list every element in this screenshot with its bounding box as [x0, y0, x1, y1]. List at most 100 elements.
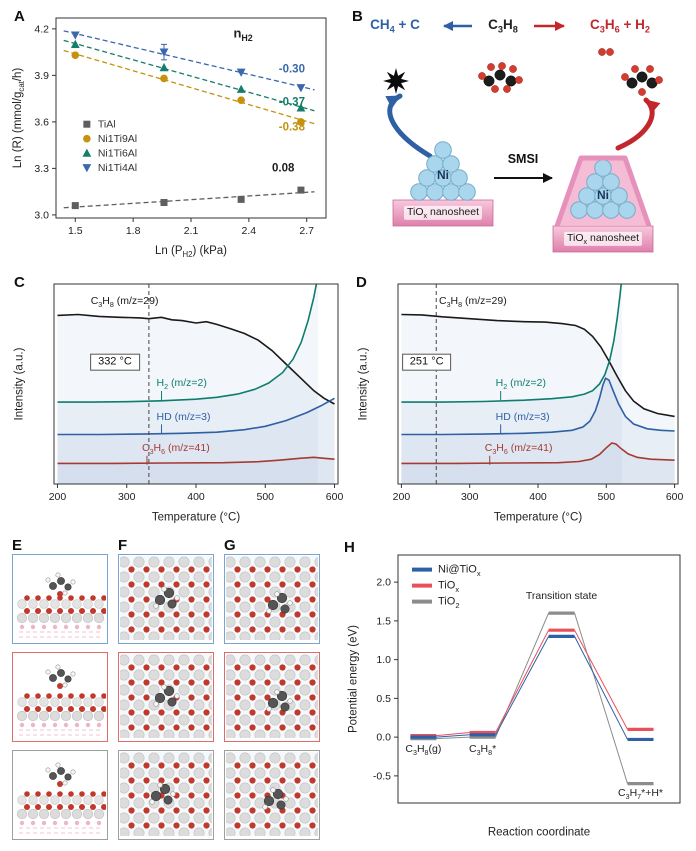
x-axis-title: Temperature (°C): [151, 511, 241, 524]
svg-text:500: 500: [598, 491, 616, 503]
panel-label-b: B: [352, 8, 363, 25]
svg-text:3.6: 3.6: [34, 116, 49, 128]
panel-h-energy-chart: -0.5 0.0 0.5 1.0 1.5 2.0 C3H8(g) C3H8* Transitio…: [340, 545, 690, 845]
slab-label-left: TiOx nanosheet: [403, 205, 483, 221]
product-right-label: C3H6 + H2: [590, 16, 650, 35]
svg-text:1.5: 1.5: [68, 225, 83, 237]
svg-text:4.2: 4.2: [34, 23, 49, 35]
svg-text:2.0: 2.0: [376, 577, 391, 589]
panel-label-d: D: [356, 274, 367, 291]
legend-item: TiOx: [412, 580, 459, 595]
reaction-scheme-graphic: [383, 21, 663, 253]
svg-text:2.7: 2.7: [299, 225, 314, 237]
svg-text:400: 400: [187, 491, 205, 503]
y-axis-title: Intensity (a.u.): [13, 347, 26, 421]
ni-label-left: Ni: [437, 168, 449, 183]
svg-text:600: 600: [326, 491, 344, 503]
panel-a-kinetics-chart: 1.5 1.8 2.1 2.4 2.7 3.0 3.3 3.6 3.9 4.2 0.08 -0.38 -…: [6, 6, 338, 264]
svg-text:2.4: 2.4: [242, 225, 257, 237]
structure-g-row3: [224, 750, 320, 840]
svg-text:Ni1Ti9Al: Ni1Ti9Al: [98, 133, 137, 145]
curve-label: C3H6 (m/z=41): [484, 441, 553, 456]
smsi-label: SMSI: [507, 151, 539, 166]
svg-text:-0.38: -0.38: [279, 121, 306, 133]
ni-cluster-left: [410, 141, 476, 201]
panel-d-plot: 200 300 400 500 600: [393, 283, 684, 503]
svg-text:1.8: 1.8: [126, 225, 141, 237]
curve-label: HD (m/z=3): [495, 411, 550, 424]
y-axis-title: Potential energy (eV): [347, 624, 360, 734]
propane-molecule: [478, 62, 523, 93]
svg-text:-0.5: -0.5: [373, 770, 391, 782]
ni-label-right: Ni: [597, 188, 609, 203]
panel-label-f: F: [118, 537, 128, 554]
curve-label: C3H8 (m/z=29): [90, 294, 159, 310]
svg-text:1.5: 1.5: [376, 615, 391, 627]
state-label: C3H8(g): [405, 743, 442, 758]
structure-e-row1: [12, 554, 108, 644]
coke-carbon-star: [383, 68, 409, 94]
curve-label: HD (m/z=3): [156, 411, 211, 424]
panel-h-plot: -0.5 0.0 0.5 1.0 1.5 2.0: [373, 554, 681, 804]
panel-label-a: A: [14, 8, 25, 25]
svg-text:300: 300: [461, 491, 479, 503]
panel-label-g: G: [224, 537, 236, 554]
structure-f-row3: [118, 750, 214, 840]
svg-text:300: 300: [118, 491, 136, 503]
structure-g-row1: [224, 554, 320, 644]
svg-text:-0.37: -0.37: [279, 97, 305, 109]
panel-g-structures: [224, 554, 320, 848]
structure-g-row2: [224, 652, 320, 742]
product-left-label: CH4 + C: [370, 16, 420, 35]
y-axis-title: Ln (R) (mmol/gcat/h): [11, 67, 27, 169]
state-label: Transition state: [525, 590, 598, 603]
panel-c-plot: 200 300 400 500 600: [49, 283, 344, 503]
panel-label-c: C: [14, 274, 25, 291]
svg-text:200: 200: [393, 491, 411, 503]
svg-text:3.3: 3.3: [34, 163, 49, 175]
svg-text:1.0: 1.0: [376, 654, 391, 666]
svg-text:Ni1Ti6Al: Ni1Ti6Al: [98, 148, 137, 160]
svg-text:0.0: 0.0: [376, 732, 391, 744]
panel-e-structures: [12, 554, 108, 848]
svg-text:3.0: 3.0: [34, 209, 49, 221]
propene-molecule: [621, 65, 663, 96]
ni-cluster-right: [570, 159, 636, 219]
onset-temperature-badge: 332 °C: [90, 353, 140, 371]
panel-f-structures: [118, 554, 214, 848]
structure-e-row3: [12, 750, 108, 840]
y-axis-title: Intensity (a.u.): [357, 347, 370, 421]
svg-text:Ni1Ti4Al: Ni1Ti4Al: [98, 162, 137, 174]
svg-text:0.08: 0.08: [272, 162, 295, 174]
svg-text:-0.30: -0.30: [279, 63, 305, 75]
curved-arrow-cracking: [385, 93, 433, 159]
panel-label-h: H: [344, 539, 355, 556]
svg-text:400: 400: [529, 491, 547, 503]
curved-arrow-dehydrogenation: [615, 97, 661, 151]
panel-d-ms-chart: 200 300 400 500 600 C3H8 (m/z=29) H2 (m/z=2) HD…: [352, 272, 688, 530]
structure-f-row2: [118, 652, 214, 742]
legend-item: Ni@TiOx: [412, 564, 481, 579]
x-axis-title: Reaction coordinate: [487, 826, 591, 839]
hydrogen-molecule: [598, 48, 614, 56]
oxide-overlayer-wall: [554, 155, 652, 227]
curve-label: C3H8 (m/z=29): [438, 294, 507, 310]
x-axis-title: Ln (PH2) (kPa): [155, 244, 227, 260]
reactant-label: C3H8: [488, 16, 518, 35]
svg-text:TiAl: TiAl: [98, 119, 116, 131]
panel-label-e: E: [12, 537, 23, 554]
svg-text:3.9: 3.9: [34, 70, 49, 82]
svg-text:200: 200: [49, 491, 67, 503]
svg-text:0.5: 0.5: [376, 693, 391, 705]
curve-label: H2 (m/z=2): [495, 376, 547, 391]
exponent-annotation: nH2: [233, 25, 253, 44]
x-axis-title: Temperature (°C): [493, 511, 583, 524]
panel-b-reaction-diagram: CH4 + C C3H8 C3H6 + H2 SMSI Ni Ni TiOx n…: [348, 6, 688, 264]
slab-label-right: TiOx nanosheet: [563, 231, 643, 247]
legend-item: TiO2: [412, 596, 459, 611]
panel-c-ms-chart: 200 300 400 500 600 C3H8 (m/z=29) H2 (m/z=2) HD…: [8, 272, 348, 530]
state-label: C3H8*: [468, 743, 497, 758]
svg-text:500: 500: [257, 491, 275, 503]
svg-text:600: 600: [666, 491, 684, 503]
